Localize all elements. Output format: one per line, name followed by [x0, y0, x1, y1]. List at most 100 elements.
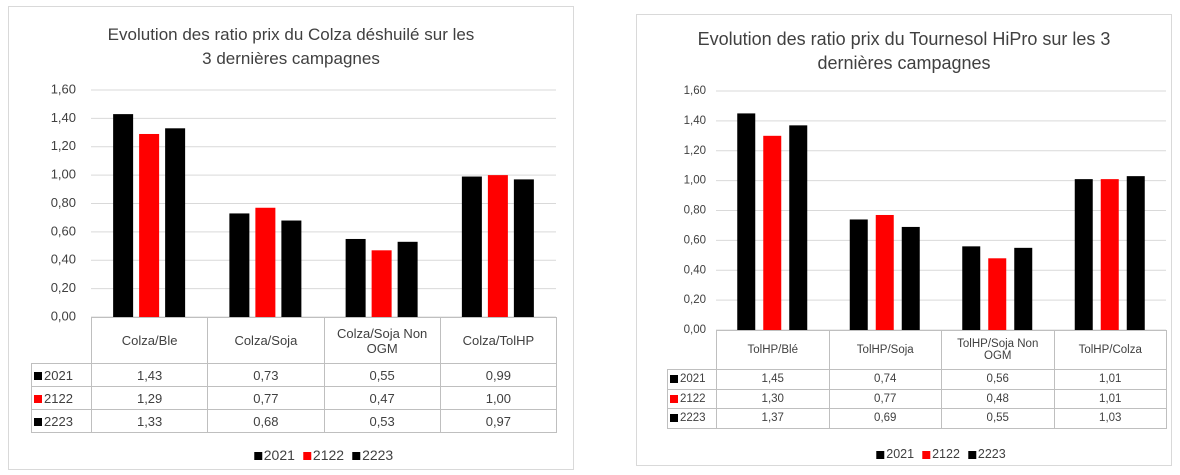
data-label: 1,37: [716, 408, 830, 429]
series-key: 2122: [31, 386, 92, 410]
data-label: 1,45: [716, 369, 830, 390]
legend-label: 2122: [932, 447, 960, 461]
legend-label: 2223: [977, 447, 1006, 461]
bar: [849, 219, 868, 330]
series-key: 2021: [667, 369, 717, 390]
y-tick-label: 0,80: [51, 195, 76, 210]
y-tick-label: 0,20: [51, 280, 76, 295]
legend-item: 2021: [876, 447, 914, 461]
data-label: 0,69: [828, 408, 942, 429]
legend-label: 2223: [362, 447, 394, 463]
legend-item: 2223: [352, 447, 393, 463]
bar: [763, 135, 782, 330]
y-tick-label: 1,60: [684, 85, 706, 97]
bar: [962, 246, 981, 330]
series-key: 2122: [667, 388, 717, 409]
bar: [1100, 179, 1119, 330]
data-label: 0,47: [323, 386, 441, 410]
legend-swatch: [352, 452, 361, 461]
data-label: 1,29: [90, 386, 209, 410]
bar: [875, 214, 894, 330]
data-label: 1,33: [90, 409, 209, 433]
table-row: 2223 1,33 0,68 0,53 0,97: [31, 409, 558, 433]
data-label: 0,77: [828, 388, 942, 409]
legend-item: 2122: [922, 447, 960, 461]
legend-item: 2021: [253, 447, 295, 463]
y-tick-label: 1,20: [51, 138, 76, 153]
chart-panel: Evolution des ratio prix du Tournesol Hi…: [636, 14, 1172, 466]
data-label: 0,48: [941, 388, 1055, 409]
data-label: 0,99: [439, 363, 558, 387]
legend-swatch: [34, 372, 42, 381]
y-tick-label: 1,00: [684, 175, 706, 187]
y-tick-label: 0,40: [684, 264, 706, 276]
category-label: TolHP/Blé: [716, 330, 830, 370]
data-label: 0,73: [207, 363, 325, 387]
category-label: Colza/Soja Non OGM: [323, 317, 441, 364]
series-key: 2223: [31, 409, 92, 433]
data-label: 0,55: [323, 363, 441, 387]
bar: [513, 179, 534, 317]
category-label: TolHP/Soja: [828, 330, 942, 370]
chart-title: Evolution des ratio prix du Colza déshui…: [107, 25, 475, 68]
data-label: 1,01: [1053, 388, 1167, 409]
bar: [255, 207, 276, 317]
series-name: 2223: [44, 413, 73, 429]
legend: 2021 2122 2223: [250, 447, 397, 463]
legend-item: 2122: [302, 447, 345, 463]
table-row: 2021 1,43 0,73 0,55 0,99: [31, 363, 558, 387]
legend-swatch: [670, 375, 678, 384]
chart-panel: Evolution des ratio prix du Colza déshui…: [8, 6, 574, 470]
table-row: 2021 1,45 0,74 0,56 1,01: [667, 369, 1167, 390]
chart-title: Evolution des ratio prix du Tournesol Hi…: [697, 29, 1111, 73]
legend-swatch: [670, 394, 678, 403]
y-tick-label: 0,60: [684, 234, 706, 246]
data-label: 1,43: [90, 363, 209, 387]
data-label: 0,77: [207, 386, 325, 410]
bar: [461, 176, 482, 317]
table-header: Colza/Ble Colza/Soja Colza/Soja Non OGM Col…: [31, 317, 558, 364]
category-label: TolHP/Colza: [1053, 330, 1167, 370]
y-tick-label: 0,80: [684, 205, 706, 217]
category-label: Colza/Soja: [207, 317, 325, 364]
legend-swatch: [967, 450, 976, 459]
bar: [1014, 247, 1033, 330]
legend-label: 2122: [312, 447, 345, 463]
bar: [1074, 179, 1093, 330]
bar: [901, 226, 920, 330]
legend: 2021 2122 2223: [872, 447, 1009, 461]
category-label: Colza/TolHP: [439, 317, 558, 364]
bar: [371, 250, 392, 317]
table-row: 2122 1,29 0,77 0,47 1,00: [31, 386, 558, 410]
corner-cell: [31, 317, 92, 364]
plot: 0,000,200,400,600,801,001,201,401,60: [51, 81, 556, 323]
table-row: 2122 1,30 0,77 0,48 1,01: [667, 388, 1167, 409]
series-key: 2021: [31, 363, 92, 387]
legend-swatch: [34, 395, 42, 404]
y-tick-label: 1,60: [51, 81, 76, 96]
legend-swatch: [670, 414, 678, 423]
bar: [397, 241, 418, 317]
bar: [487, 175, 508, 317]
legend-swatch: [302, 452, 311, 461]
data-label: 0,74: [828, 369, 942, 390]
series-name: 2122: [44, 390, 73, 406]
data-table: Colza/Ble Colza/Soja Colza/Soja Non OGM Col…: [31, 317, 558, 433]
legend-swatch: [253, 452, 262, 461]
data-label: 0,68: [207, 409, 325, 433]
data-label: 1,01: [1053, 369, 1167, 390]
data-label: 0,56: [941, 369, 1055, 390]
bar: [345, 238, 366, 317]
bar: [113, 114, 134, 318]
data-label: 1,03: [1053, 408, 1167, 429]
series-name: 2223: [680, 412, 706, 425]
y-tick-label: 1,00: [51, 167, 76, 182]
data-label: 1,30: [716, 388, 830, 409]
series-name: 2122: [680, 392, 706, 405]
bar: [281, 220, 302, 317]
bar: [139, 133, 160, 317]
table-header: TolHP/Blé TolHP/Soja TolHP/Soja Non OGM Tol…: [667, 330, 1167, 370]
category-label: Colza/Ble: [90, 317, 209, 364]
bar: [737, 113, 756, 330]
